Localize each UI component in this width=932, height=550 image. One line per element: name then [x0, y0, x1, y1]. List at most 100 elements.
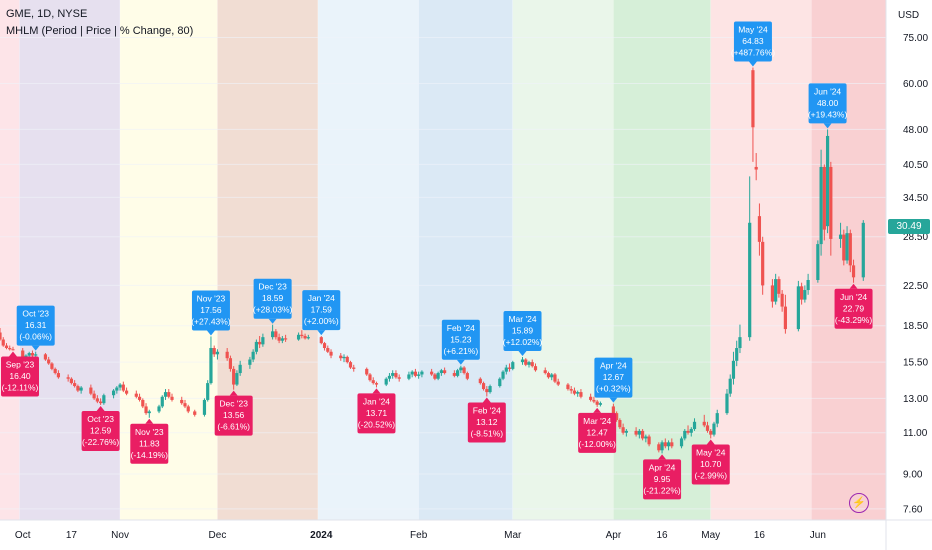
candle-body	[621, 427, 625, 433]
label-box	[130, 423, 169, 464]
candle-body	[783, 306, 787, 330]
candle-body	[624, 430, 628, 433]
candle-body	[572, 390, 577, 394]
candle-body	[206, 383, 210, 400]
candle-body	[296, 334, 301, 340]
y-tick-label: 18.50	[903, 321, 928, 332]
label-text: 16.31	[25, 320, 47, 330]
candle-body	[845, 233, 849, 261]
candle-body	[53, 368, 57, 374]
label-pointer	[145, 418, 154, 424]
candle-body	[365, 368, 369, 375]
candle-body	[488, 386, 492, 393]
month-band	[710, 0, 812, 520]
candle-body	[592, 399, 596, 402]
label-text: Dec '23	[258, 282, 287, 292]
candle-body	[728, 378, 732, 394]
label-pointer	[317, 330, 326, 336]
candle-body	[212, 348, 216, 355]
label-pointer	[482, 397, 491, 403]
label-text: Dec '23	[219, 399, 248, 409]
y-tick-label: 9.00	[903, 470, 923, 481]
candle-body	[144, 406, 148, 414]
candle-body	[225, 351, 229, 359]
label-text: (-20.52%)	[358, 419, 395, 429]
candle-body	[848, 233, 852, 266]
y-tick-label: 13.00	[903, 394, 928, 405]
candle-body	[478, 378, 482, 384]
label-text: 48.00	[817, 98, 839, 108]
candle-body	[800, 286, 804, 300]
label-text: 15.23	[450, 334, 472, 344]
candle-body	[115, 387, 119, 391]
candle-body	[660, 442, 664, 451]
time-axis: Oct 17 Nov Dec 2024 Feb Mar Apr 16 May 16 Jun	[0, 519, 932, 541]
label-pointer	[518, 351, 527, 357]
candle-body	[842, 234, 846, 261]
candle-body	[647, 436, 651, 445]
lightning-icon[interactable]: ⚡	[849, 493, 869, 513]
candle-body	[147, 411, 151, 414]
y-tick-label: 7.60	[903, 504, 923, 515]
label-text: (-2.99%)	[694, 470, 727, 480]
label-text: Apr '24	[649, 462, 676, 472]
candle-body	[186, 406, 190, 412]
candle-body	[371, 380, 375, 384]
label-text: (+2.00%)	[304, 316, 339, 326]
candle-body	[73, 383, 77, 387]
candle-body	[137, 396, 142, 400]
candle-body	[258, 341, 262, 345]
candle-body	[443, 370, 447, 374]
x-tick-label: May	[701, 530, 720, 541]
label-box	[467, 402, 506, 443]
candle-body	[271, 331, 275, 338]
label-box	[578, 412, 617, 453]
label-text: (-12.11%)	[2, 383, 39, 393]
label-pointer	[96, 405, 105, 411]
candle-body	[11, 349, 15, 351]
candle-body	[644, 436, 648, 439]
period-low-label: Apr '24 9.95(-21.22%)	[643, 454, 682, 500]
x-tick-label: Nov	[111, 530, 129, 541]
label-text: (+12.02%)	[503, 337, 543, 347]
candle-body	[160, 396, 164, 407]
candle-body	[530, 362, 534, 367]
candle-body	[520, 359, 525, 363]
candle-body	[407, 374, 411, 379]
y-tick-label: 40.50	[903, 160, 928, 171]
candle-body	[822, 166, 826, 230]
label-text: 9.95	[654, 474, 671, 484]
candle-body	[193, 411, 197, 415]
candle-body	[663, 442, 667, 447]
label-box	[691, 444, 730, 485]
period-high-label: Jun '24 48.00(+19.43%)	[808, 83, 847, 129]
label-text: Mar '24	[508, 314, 536, 324]
candle-body	[611, 406, 615, 414]
candle-body	[56, 373, 61, 378]
candle-body	[394, 373, 398, 378]
candle-body	[277, 337, 281, 341]
label-pointer	[229, 390, 238, 396]
label-text: 18.59	[262, 293, 284, 303]
candle-body	[92, 393, 96, 399]
label-box	[503, 311, 542, 352]
candle-body	[283, 338, 288, 340]
label-text: (-21.22%)	[643, 485, 680, 495]
candle-body	[543, 370, 547, 374]
label-text: Nov '23	[197, 293, 226, 303]
label-text: (+6.21%)	[443, 346, 478, 356]
x-tick-label: Feb	[410, 530, 428, 541]
candle-body	[731, 360, 736, 379]
candle-body	[705, 425, 710, 431]
candle-body	[511, 362, 515, 369]
candle-body	[640, 430, 645, 439]
candle-body	[69, 378, 73, 384]
label-text: (+487.76%)	[731, 48, 775, 58]
candle-body	[183, 403, 187, 407]
